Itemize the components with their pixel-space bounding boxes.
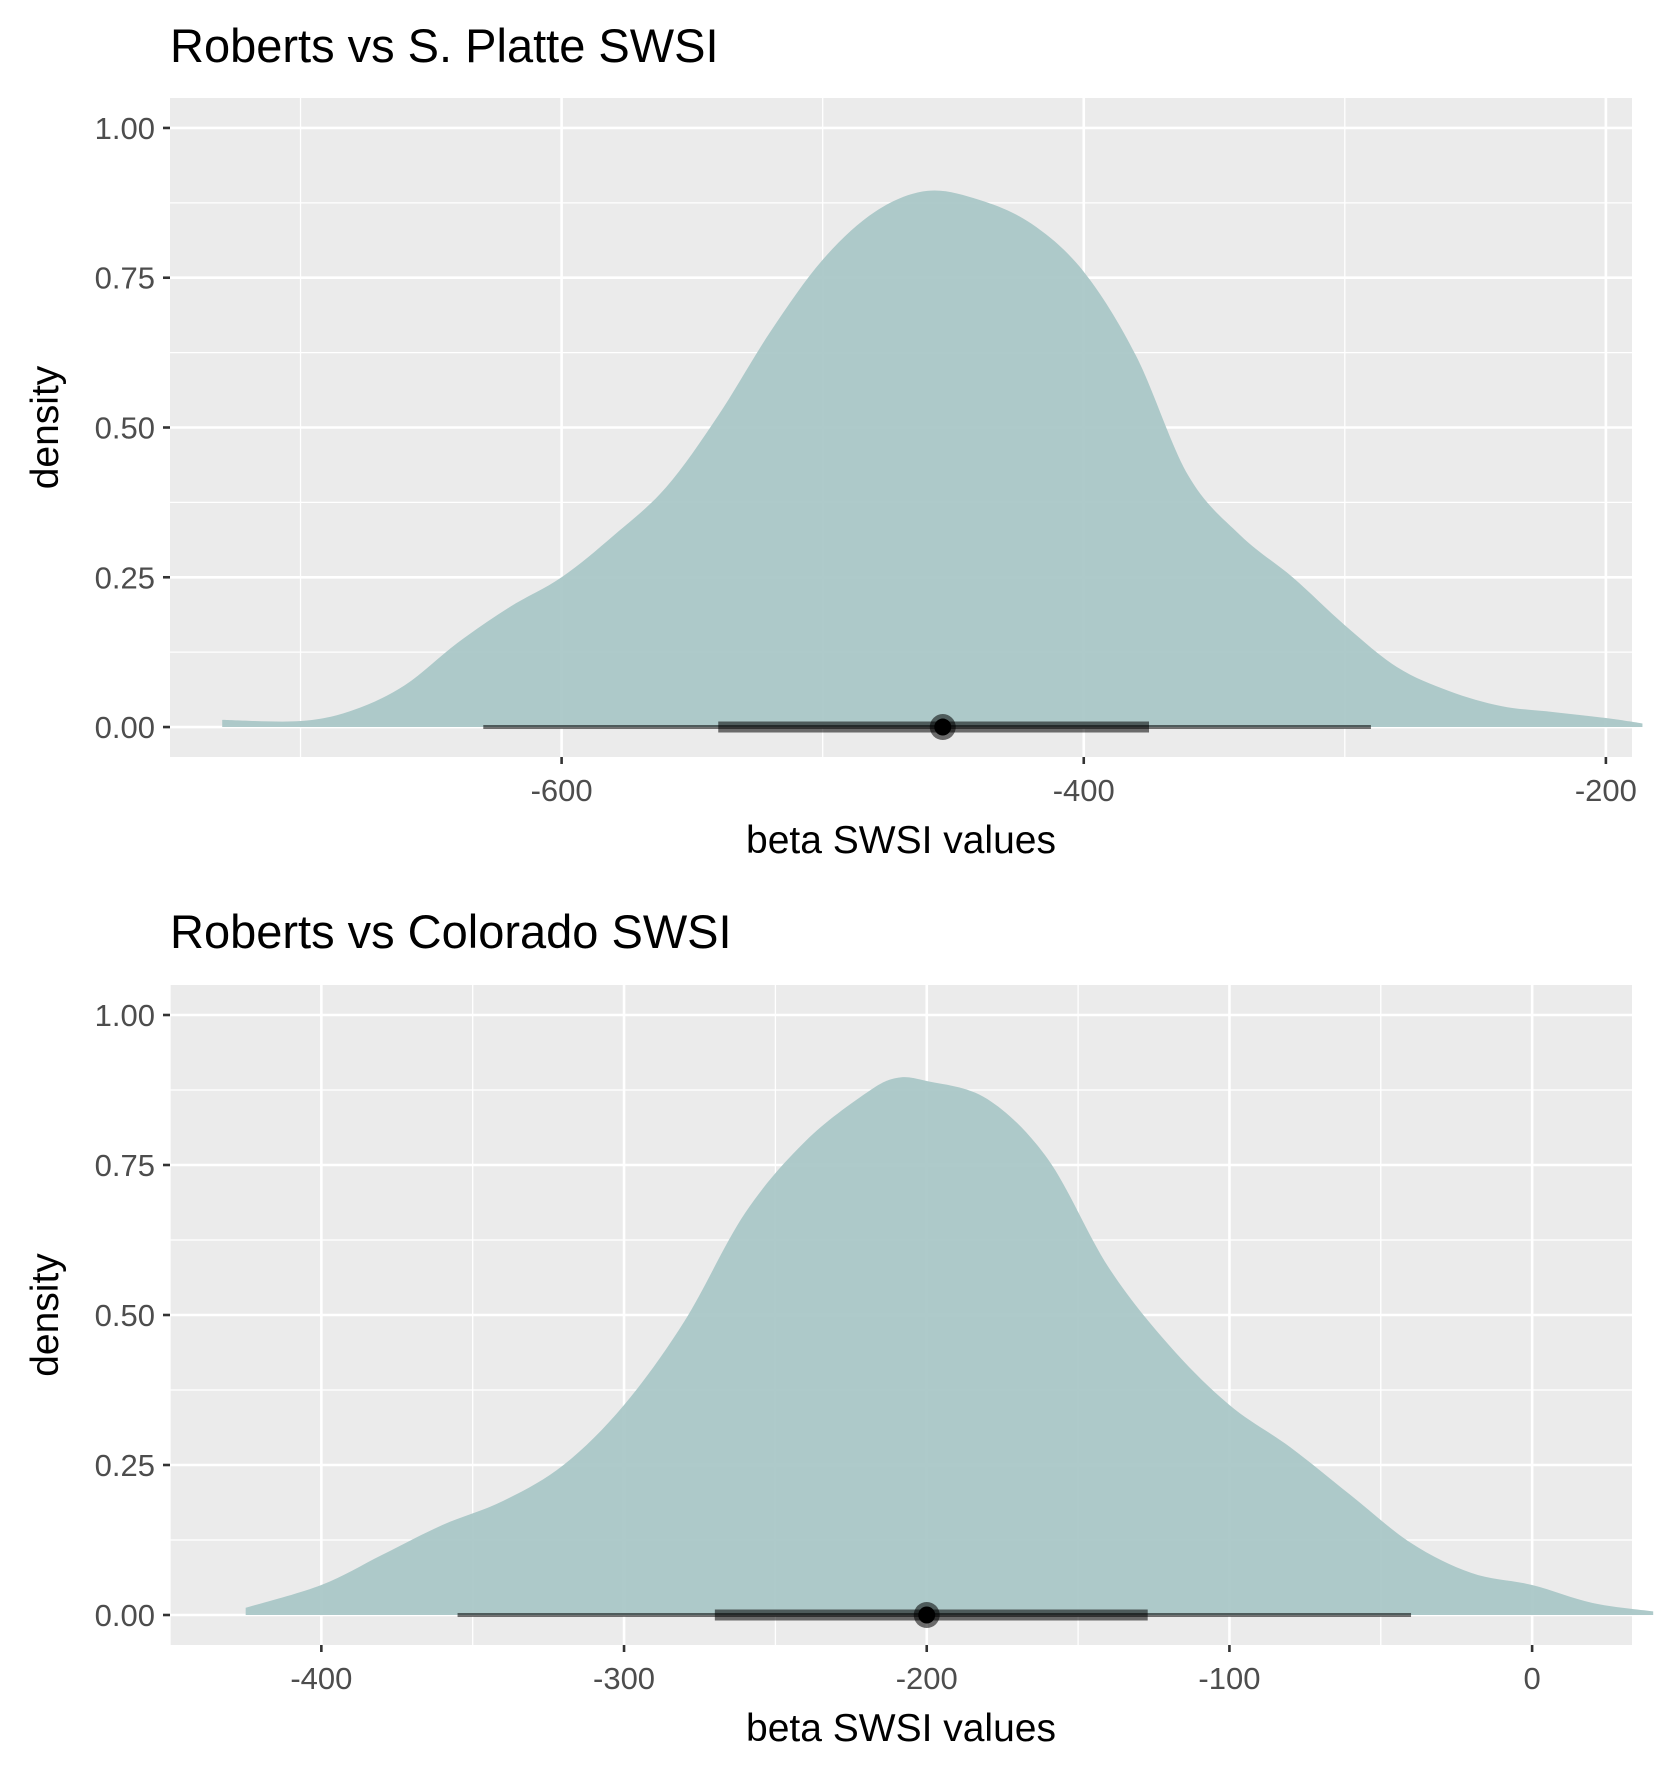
density-area [245,1077,1654,1615]
point-interval [457,1602,1412,1628]
y-tick-label: 0.25 [95,1448,155,1483]
x-tick-label: -400 [290,1661,352,1696]
y-axis-label: density [24,365,67,489]
point-estimate [918,1606,936,1624]
x-axis-label: beta SWSI values [746,1707,1056,1750]
y-tick-label: 1.00 [95,111,155,146]
axis-ticks: -600 -400 -200 0.00 0.25 0.50 0.75 1.00 [95,111,1637,808]
y-tick-label: 0.75 [95,261,155,296]
x-tick-label: -600 [531,773,593,808]
x-tick-label: -100 [1198,1661,1260,1696]
chart-title: Roberts vs S. Platte SWSI [170,19,719,72]
y-tick-label: 0.25 [95,560,155,595]
y-tick-label: 0.00 [95,1598,155,1633]
y-tick-label: 0.75 [95,1148,155,1183]
density-area [222,190,1643,728]
chart-roberts-vs-colorado: -400 -300 -200 -100 0 0.00 0.25 0.50 0.75 1.00 Ro… [24,905,1654,1750]
y-tick-label: 0.50 [95,1298,155,1333]
chart-title: Roberts vs Colorado SWSI [170,905,732,958]
point-estimate [934,718,952,736]
chart-roberts-vs-s-platte: -600 -400 -200 0.00 0.25 0.50 0.75 1.00 Roberts… [24,19,1643,862]
x-axis-label: beta SWSI values [746,819,1056,862]
x-tick-label: -200 [896,1661,958,1696]
y-tick-label: 1.00 [95,998,155,1033]
axis-ticks: -400 -300 -200 -100 0 0.00 0.25 0.50 0.75 1.00 [95,998,1541,1696]
y-tick-label: 0.50 [95,411,155,446]
point-interval [483,714,1371,741]
x-tick-label: -300 [593,1661,655,1696]
x-tick-label: -400 [1053,773,1115,808]
x-tick-label: -200 [1575,773,1637,808]
y-axis-label: density [24,1253,67,1377]
x-tick-label: 0 [1523,1661,1540,1696]
y-tick-label: 0.00 [95,710,155,745]
